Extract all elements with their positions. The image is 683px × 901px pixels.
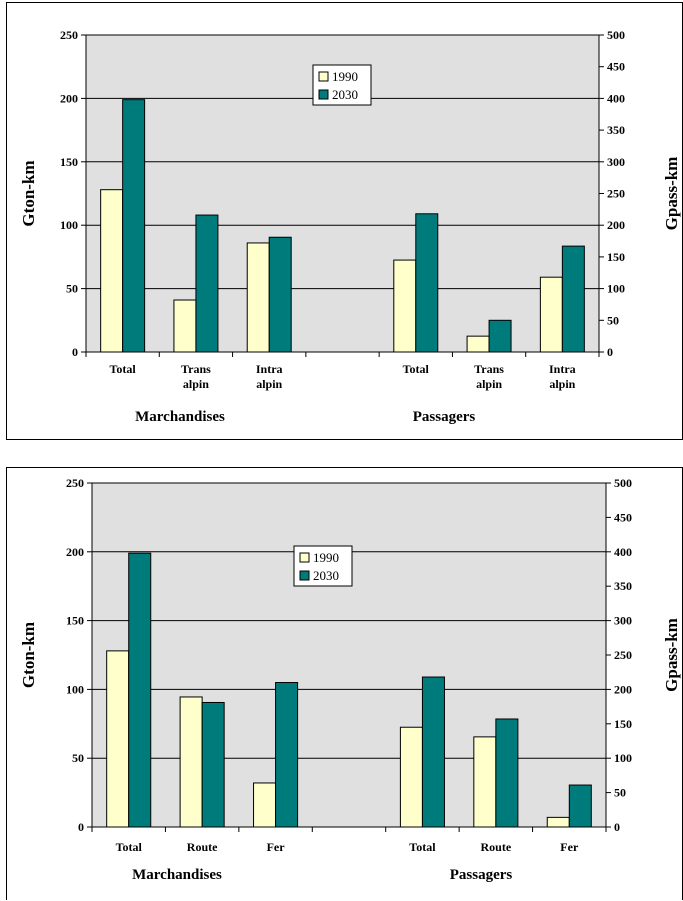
legend-swatch-1990 <box>318 71 329 82</box>
right-axis-label: Gpass-km <box>662 618 681 692</box>
bar-1990-6 <box>539 276 563 353</box>
chart-top-svg: 0 50 100 150 200 250 0 50 100 150 200 250 300 350 400 4… <box>19 28 681 425</box>
legend-swatch-2030 <box>299 570 310 581</box>
chart-bottom-svg: 0 50 100 150 200 250 0 50 100 150 200 250 300 350 400 4… <box>19 476 681 883</box>
bar-2030-1 <box>195 214 219 353</box>
left-tick-label: 150 <box>66 614 84 628</box>
category-label: Intra <box>549 362 576 376</box>
bar-1990-0 <box>100 189 124 353</box>
legend-swatch-1990 <box>299 552 310 563</box>
bar-2030-0 <box>122 99 146 353</box>
bar-1990-2 <box>246 242 270 353</box>
legend-label-2030: 2030 <box>332 87 358 102</box>
left-axis-label: Gton-km <box>19 622 38 688</box>
chart-top: 0 50 100 150 200 250 0 50 100 150 200 250 300 350 400 4… <box>6 2 683 440</box>
right-tick-label: 50 <box>607 313 619 327</box>
right-tick-label: 0 <box>614 820 620 834</box>
right-tick-label: 100 <box>614 751 632 765</box>
bar-2030-1 <box>201 701 225 828</box>
left-tick-label: 200 <box>60 91 78 105</box>
right-tick-label: 50 <box>614 786 626 800</box>
left-tick-label: 100 <box>66 682 84 696</box>
bar-1990-5 <box>466 335 490 353</box>
right-tick-label: 500 <box>614 476 632 490</box>
group-label: Marchandises <box>132 867 222 883</box>
right-tick-label: 350 <box>614 579 632 593</box>
category-label: alpin <box>549 377 575 391</box>
right-axis-label: Gpass-km <box>662 157 681 231</box>
legend-label-1990: 1990 <box>332 69 358 84</box>
left-tick-label: 50 <box>66 282 78 296</box>
left-tick-label: 50 <box>72 751 84 765</box>
right-tick-label: 100 <box>607 282 625 296</box>
category-label: Total <box>403 362 430 376</box>
left-tick-label: 200 <box>66 545 84 559</box>
bar-2030-5 <box>488 319 512 353</box>
right-tick-label: 450 <box>607 60 625 74</box>
bar-2030-2 <box>275 682 299 828</box>
right-tick-label: 200 <box>607 218 625 232</box>
bar-1990-5 <box>473 736 497 828</box>
category-label: alpin <box>183 377 209 391</box>
bar-2030-5 <box>495 718 519 828</box>
right-tick-label: 150 <box>607 250 625 264</box>
category-label: Total <box>116 840 143 854</box>
bar-1990-2 <box>253 782 277 828</box>
group-label: Marchandises <box>135 409 225 425</box>
bar-1990-4 <box>393 259 417 353</box>
legend-swatch-2030 <box>318 89 329 100</box>
right-tick-label: 450 <box>614 510 632 524</box>
category-label: alpin <box>256 377 282 391</box>
chart-bottom: 0 50 100 150 200 250 0 50 100 150 200 250 300 350 400 4… <box>6 467 683 900</box>
bar-2030-4 <box>421 676 445 828</box>
right-tick-label: 300 <box>614 614 632 628</box>
bar-1990-1 <box>179 696 203 828</box>
group-label: Passagers <box>413 409 476 425</box>
left-axis-label: Gton-km <box>19 160 38 226</box>
right-tick-label: 300 <box>607 155 625 169</box>
right-tick-label: 250 <box>607 187 625 201</box>
left-tick-label: 150 <box>60 155 78 169</box>
left-tick-label: 0 <box>78 820 84 834</box>
category-label: Total <box>110 362 137 376</box>
bar-2030-6 <box>568 784 592 828</box>
bar-1990-0 <box>106 650 130 828</box>
category-label: Fer <box>560 840 579 854</box>
category-label: Total <box>409 840 436 854</box>
plot-area <box>92 483 606 827</box>
category-label: alpin <box>476 377 502 391</box>
bar-2030-6 <box>561 245 585 353</box>
category-label: Trans <box>474 362 504 376</box>
bar-1990-6 <box>546 816 570 828</box>
bar-2030-0 <box>128 552 152 828</box>
right-tick-label: 350 <box>607 123 625 137</box>
right-tick-label: 500 <box>607 28 625 42</box>
category-label: Intra <box>256 362 283 376</box>
left-tick-label: 250 <box>66 476 84 490</box>
bar-2030-4 <box>415 213 439 353</box>
bar-2030-2 <box>268 236 292 353</box>
legend-label-2030: 2030 <box>313 568 339 583</box>
left-tick-label: 250 <box>60 28 78 42</box>
bar-1990-4 <box>399 726 423 828</box>
right-tick-label: 400 <box>614 545 632 559</box>
right-tick-label: 400 <box>607 91 625 105</box>
category-label: Route <box>187 840 218 854</box>
right-tick-label: 250 <box>614 648 632 662</box>
category-label: Trans <box>181 362 211 376</box>
category-label: Fer <box>267 840 286 854</box>
category-label: Route <box>481 840 512 854</box>
left-tick-label: 0 <box>72 345 78 359</box>
right-tick-label: 0 <box>607 345 613 359</box>
bar-1990-1 <box>173 299 197 353</box>
group-label: Passagers <box>450 867 513 883</box>
right-tick-label: 150 <box>614 717 632 731</box>
left-tick-label: 100 <box>60 218 78 232</box>
right-tick-label: 200 <box>614 682 632 696</box>
legend-label-1990: 1990 <box>313 550 339 565</box>
